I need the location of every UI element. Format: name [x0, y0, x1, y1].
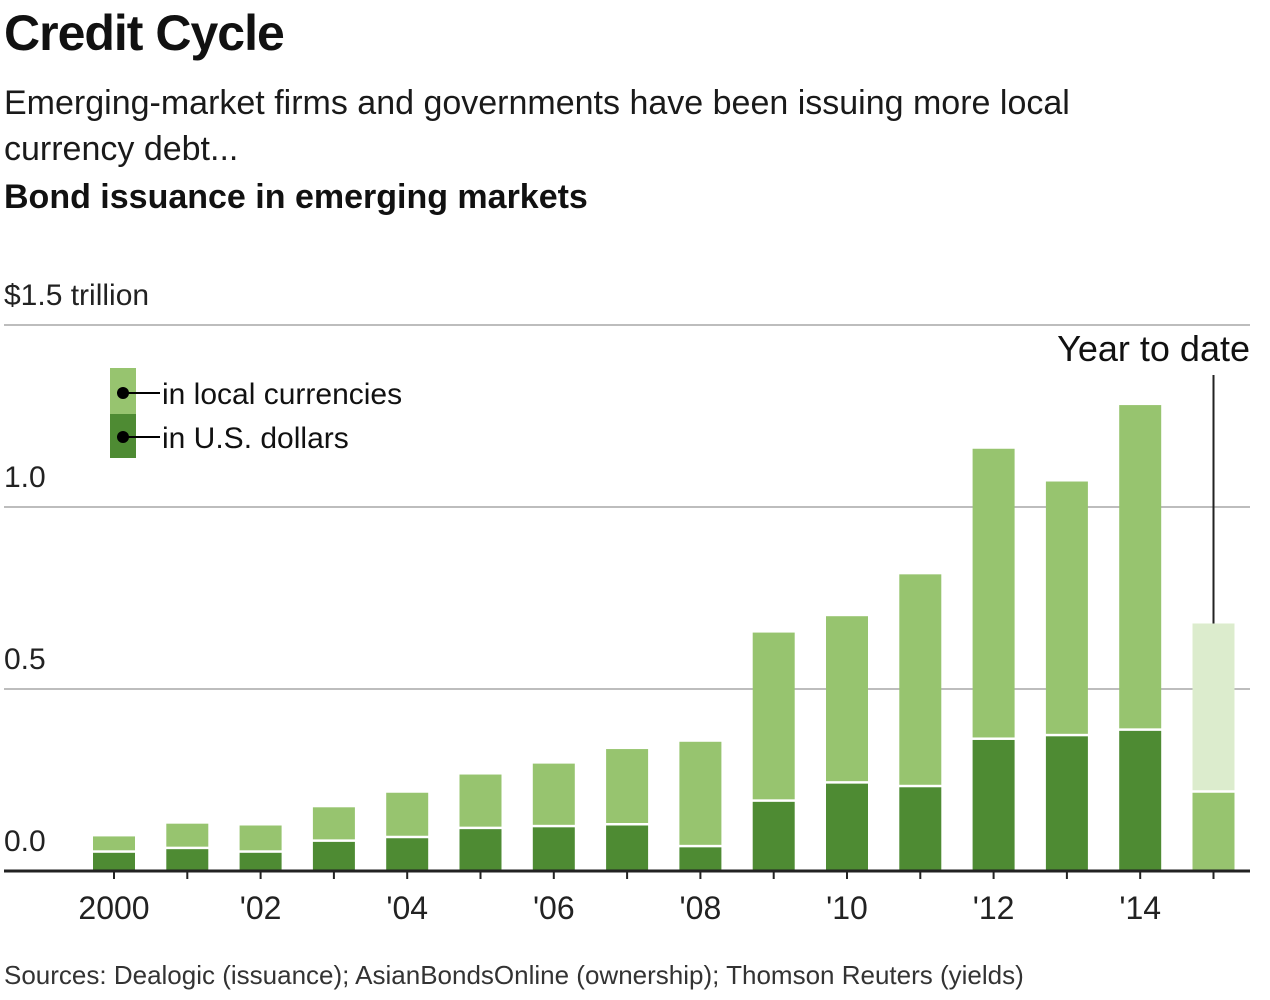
- bar-local-2005: [459, 774, 502, 827]
- annotation-year-to-date: Year to date: [1057, 328, 1250, 369]
- legend-label-local: in local currencies: [162, 378, 402, 411]
- bar-local-2009: [752, 632, 795, 800]
- bar-usd-2004: [386, 838, 429, 871]
- y-tick-label: 0.5: [4, 643, 46, 676]
- bar-local-2002: [239, 825, 282, 851]
- chart-heading: Bond issuance in emerging markets: [4, 178, 588, 216]
- bar-local-2004: [386, 792, 429, 836]
- x-tick-label: '08: [680, 890, 722, 926]
- chart-subtitle: Emerging-market firms and governments ha…: [4, 84, 1070, 168]
- bar-local-2015: [1192, 623, 1235, 791]
- bar-usd-2013: [1045, 736, 1088, 871]
- bar-local-2012: [972, 448, 1015, 738]
- bar-local-2014: [1119, 405, 1162, 729]
- bar-usd-2005: [459, 829, 502, 871]
- y-tick-label: $1.5 trillion: [4, 279, 149, 312]
- x-tick-label: '02: [240, 890, 282, 926]
- bar-local-2011: [899, 574, 942, 785]
- chart-title: Credit Cycle: [4, 5, 285, 61]
- x-tick-label: '04: [386, 890, 428, 926]
- y-tick-label: 0.0: [4, 825, 46, 858]
- bar-usd-2012: [972, 739, 1015, 871]
- legend-label-usd: in U.S. dollars: [162, 422, 349, 455]
- bar-usd-2003: [312, 841, 355, 871]
- bar-usd-2008: [679, 847, 722, 871]
- bar-usd-2000: [93, 852, 135, 871]
- bar-usd-2011: [899, 787, 942, 871]
- bar-local-2006: [532, 763, 575, 825]
- bar-usd-2007: [606, 825, 649, 871]
- bar-usd-2010: [826, 783, 868, 871]
- source-note: Sources: Dealogic (issuance); AsianBonds…: [4, 960, 1024, 990]
- x-tick-label: '12: [973, 890, 1015, 926]
- x-tick-label: 2000: [78, 890, 149, 926]
- bar-local-2000: [93, 836, 135, 851]
- x-tick-label: '10: [826, 890, 868, 926]
- bar-local-2013: [1045, 481, 1088, 734]
- bar-usd-2014: [1119, 730, 1162, 871]
- bond-issuance-chart: 0.0 0.5 1.0 $1.5 trillion 2000 '02 '04 '06 '08 '1…: [4, 279, 1250, 926]
- bar-usd-2006: [532, 827, 575, 871]
- bar-local-2001: [166, 823, 209, 847]
- bar-local-2010: [826, 616, 868, 782]
- bar-local-2007: [606, 749, 649, 823]
- bar-local-2003: [312, 807, 355, 840]
- bar-usd-2009: [752, 801, 795, 871]
- bar-usd-2001: [166, 849, 209, 871]
- y-tick-label: 1.0: [4, 461, 46, 494]
- bar-local-2008: [679, 741, 722, 845]
- x-tick-label: '14: [1119, 890, 1161, 926]
- bar-usd-2015: [1192, 792, 1235, 871]
- x-tick-label: '06: [533, 890, 575, 926]
- bar-usd-2002: [239, 852, 282, 871]
